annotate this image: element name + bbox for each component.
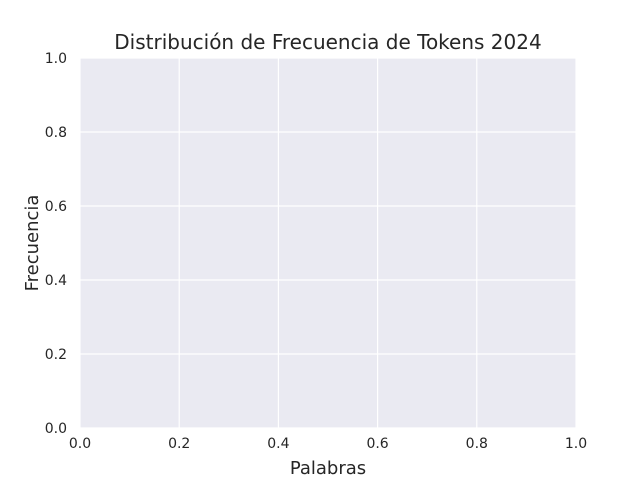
x-tick-label: 1.0 xyxy=(565,436,587,452)
x-tick-label: 0.0 xyxy=(69,436,91,452)
y-tick-label: 0.8 xyxy=(45,125,67,141)
x-tick-label: 0.8 xyxy=(466,436,488,452)
x-tick-label: 0.4 xyxy=(267,436,289,452)
plot-area xyxy=(80,58,576,428)
y-tick-label: 0.6 xyxy=(45,199,67,215)
y-tick-labels: 0.0 0.2 0.4 0.6 0.8 1.0 xyxy=(45,51,67,437)
y-tick-label: 1.0 xyxy=(45,51,67,67)
chart-title: Distribución de Frecuencia de Tokens 202… xyxy=(114,30,541,54)
y-tick-label: 0.4 xyxy=(45,273,67,289)
grid-lines xyxy=(79,57,577,429)
x-axis-label: Palabras xyxy=(290,458,366,479)
y-axis-label: Frecuencia xyxy=(22,195,43,292)
x-tick-label: 0.6 xyxy=(366,436,388,452)
x-tick-labels: 0.0 0.2 0.4 0.6 0.8 1.0 xyxy=(69,436,587,452)
y-tick-label: 0.0 xyxy=(45,421,67,437)
x-tick-label: 0.2 xyxy=(168,436,190,452)
y-tick-label: 0.2 xyxy=(45,347,67,363)
